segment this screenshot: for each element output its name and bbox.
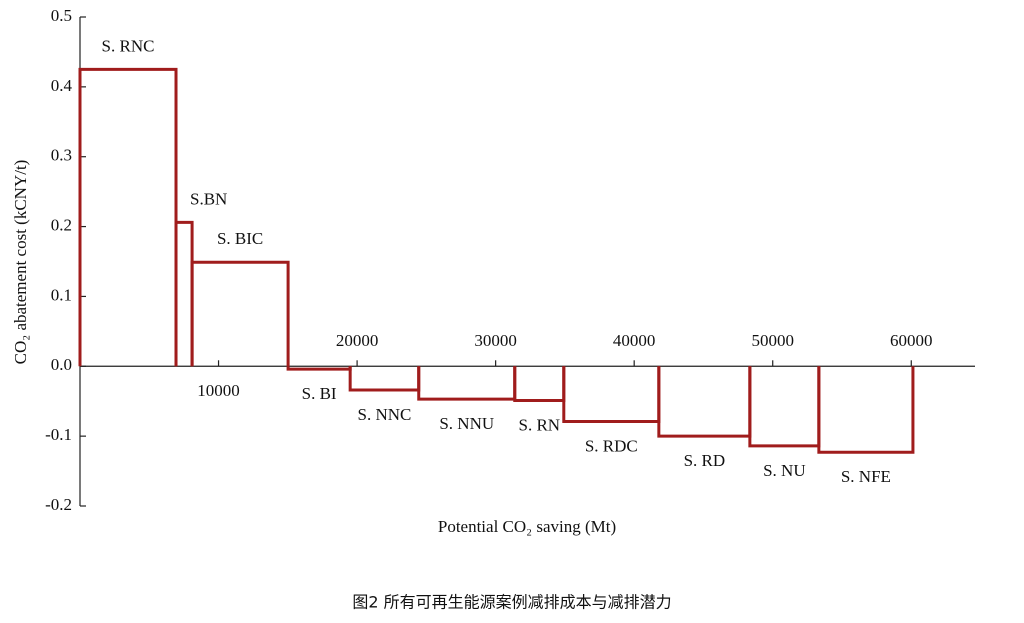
segment-label: S. RDC (585, 436, 638, 455)
y-tick-label: 0.5 (51, 6, 72, 25)
segment-label: S.BN (190, 189, 227, 208)
x-tick-label: 60000 (890, 331, 933, 350)
segment-label: S. BIC (217, 229, 263, 248)
segment-label: S. BI (302, 384, 337, 403)
x-tick-label: 30000 (474, 331, 517, 350)
x-tick-label: 20000 (336, 331, 379, 350)
x-axis-label: Potential CO₂ saving (Mt) (438, 517, 616, 536)
y-tick-label: -0.2 (45, 495, 72, 514)
step-bar (174, 220, 194, 367)
step-bar (748, 366, 821, 448)
y-tick-label: 0.2 (51, 215, 72, 234)
y-tick-label: 0.0 (51, 355, 72, 374)
x-tick-label: 40000 (613, 331, 656, 350)
segment-label: S. NFE (841, 467, 891, 486)
y-tick-label: 0.4 (51, 76, 73, 95)
segment-label: S. RD (684, 451, 726, 470)
x-tick-label: 10000 (197, 381, 240, 400)
step-bar (78, 67, 178, 367)
step-bar (417, 366, 517, 401)
y-tick-label: 0.3 (51, 146, 72, 165)
y-axis-label: CO₂ abatement cost (kCNY/t) (11, 160, 30, 365)
step-bar (190, 260, 290, 367)
x-tick-label: 50000 (751, 331, 794, 350)
segment-label: S. NNU (439, 414, 494, 433)
step-bar (513, 366, 566, 403)
step-bar (817, 366, 915, 454)
step-bar (562, 366, 661, 423)
step-bar (657, 366, 752, 438)
segment-label: S. RN (518, 415, 560, 434)
segment-label: S. RNC (102, 36, 155, 55)
segment-label: S. NU (763, 461, 806, 480)
caption: 图2 所有可再生能源案例减排成本与减排潜力 (352, 593, 671, 612)
y-tick-label: 0.1 (51, 285, 72, 304)
segment-label: S. NNC (358, 405, 412, 424)
step-bar (348, 366, 421, 392)
y-tick-label: -0.1 (45, 425, 72, 444)
